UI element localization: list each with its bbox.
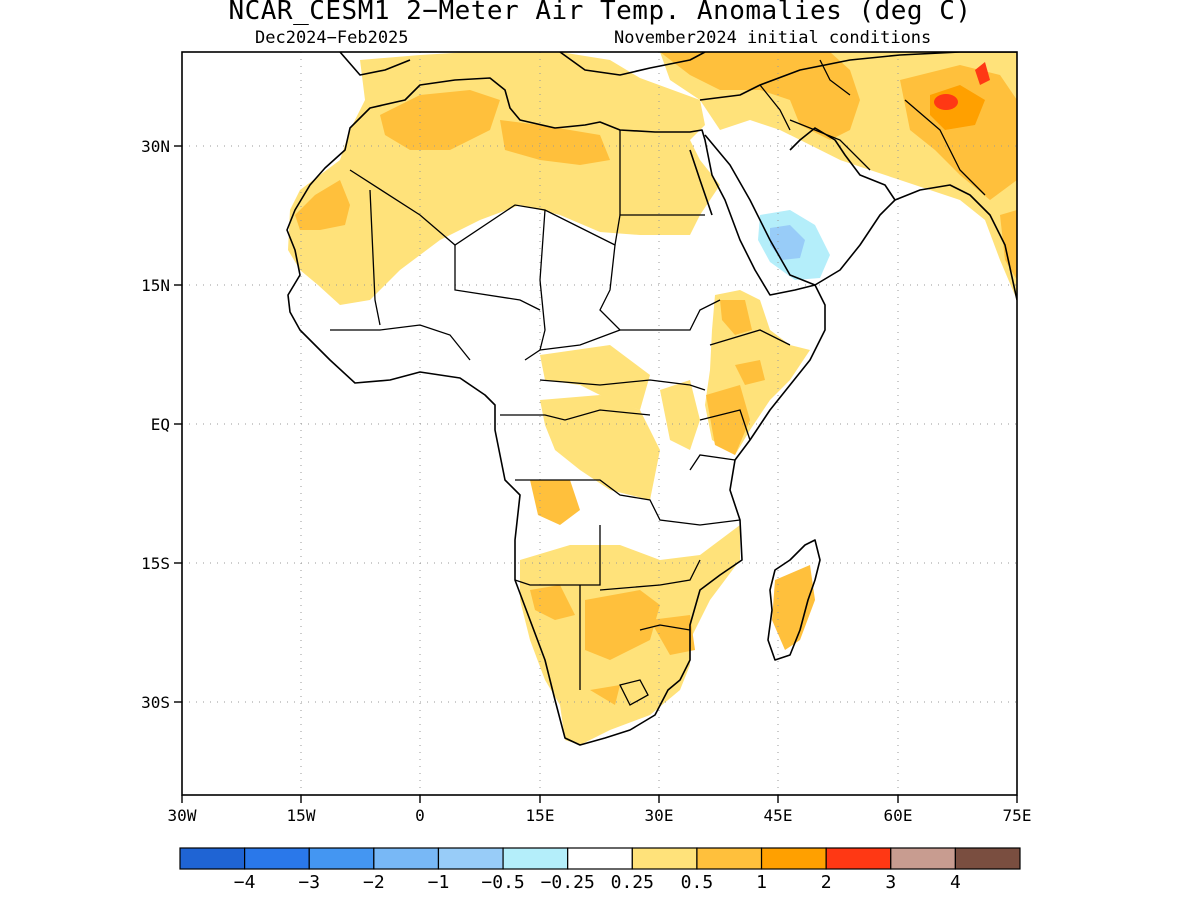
lat-tick-label: 15N — [141, 276, 170, 295]
lat-tick-label: 30N — [141, 137, 170, 156]
latitude-axis: 30N 15N EQ 15S 30S — [141, 137, 182, 712]
colorbar-label: −1 — [428, 872, 450, 893]
lat-tick-label: EQ — [151, 415, 170, 434]
colorbar-swatch — [179, 847, 246, 870]
colorbar-swatch — [373, 847, 440, 870]
season-label: Dec2024−Feb2025 — [255, 28, 409, 48]
colorbar-swatch — [308, 847, 375, 870]
lon-tick-label: 30E — [645, 806, 674, 825]
colorbar: −4 −3 −2 −1 −0.5 −0.25 0.25 0.5 1 2 3 4 — [179, 847, 1021, 893]
lat-tick-label: 30S — [141, 693, 170, 712]
lon-tick-label: 75E — [1003, 806, 1032, 825]
lat-tick-label: 15S — [141, 554, 170, 573]
colorbar-label: 1 — [756, 872, 767, 893]
longitude-axis: 30W 15W 0 15E 30E 45E 60E 75E — [168, 795, 1032, 825]
colorbar-swatch — [825, 847, 892, 870]
colorbar-label: 3 — [885, 872, 896, 893]
colorbar-swatch — [954, 847, 1021, 870]
colorbar-swatch — [567, 847, 633, 870]
lon-tick-label: 15W — [287, 806, 316, 825]
colorbar-label: −2 — [363, 872, 385, 893]
chart-title: NCAR_CESM1 2−Meter Air Temp. Anomalies (… — [228, 0, 972, 26]
colorbar-label: 0.5 — [681, 872, 714, 893]
lon-tick-label: 0 — [415, 806, 425, 825]
country-borders — [330, 59, 986, 706]
colorbar-label: −3 — [298, 872, 320, 893]
colorbar-label: 2 — [821, 872, 832, 893]
colorbar-label: −0.25 — [541, 872, 595, 893]
colorbar-label: 0.25 — [611, 872, 654, 893]
lon-tick-label: 60E — [884, 806, 913, 825]
colorbar-swatch — [244, 847, 310, 870]
colorbar-swatch — [760, 847, 827, 870]
colorbar-label: −0.5 — [481, 872, 524, 893]
gridlines — [182, 52, 1017, 795]
lon-tick-label: 45E — [764, 806, 793, 825]
init-conditions-label: November2024 initial conditions — [614, 28, 932, 48]
colorbar-swatch — [696, 847, 763, 870]
lon-tick-label: 30W — [168, 806, 197, 825]
anomaly-shading — [288, 52, 1017, 745]
colorbar-label: −4 — [234, 872, 256, 893]
colorbar-swatch — [502, 847, 569, 870]
colorbar-swatch — [437, 847, 504, 870]
colorbar-label: 4 — [950, 872, 961, 893]
lon-tick-label: 15E — [526, 806, 555, 825]
colorbar-swatch — [890, 847, 956, 870]
colorbar-swatch — [631, 847, 698, 870]
